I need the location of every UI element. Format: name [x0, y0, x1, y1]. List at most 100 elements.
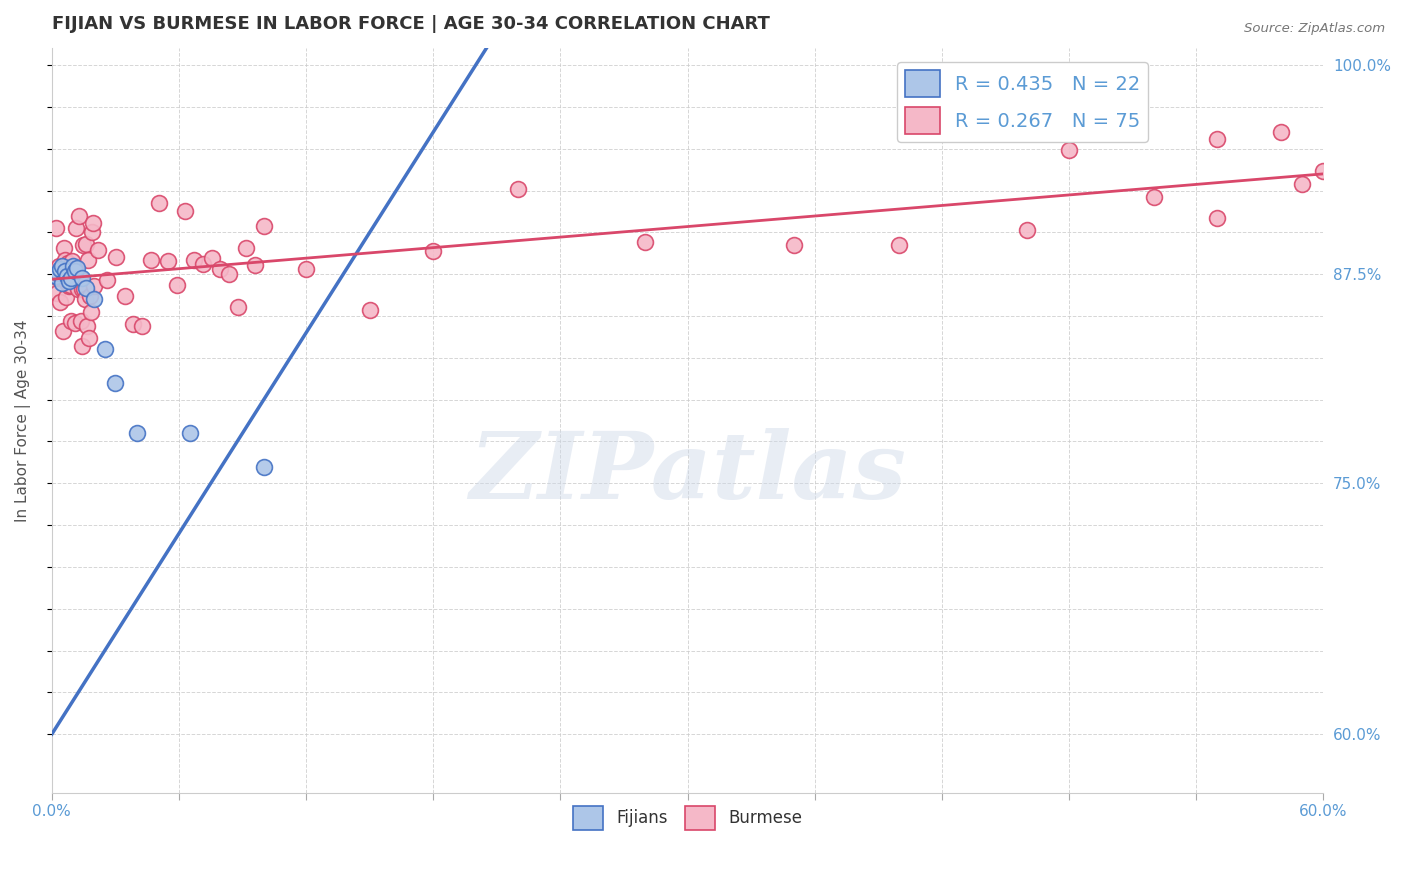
Point [191, 257, 214, 271]
Point [1143, 190, 1166, 204]
Point [422, 244, 444, 258]
Point [58, 274, 80, 288]
Point [1206, 211, 1229, 226]
Point [69, 313, 91, 327]
Point [82, 225, 104, 239]
Point [72, 238, 94, 252]
Point [782, 237, 804, 252]
Point [243, 258, 266, 272]
Point [76, 318, 98, 333]
Point [66, 260, 89, 275]
Point [51, 276, 73, 290]
Point [157, 254, 180, 268]
Point [59, 278, 82, 293]
Point [70, 270, 93, 285]
Point [53, 264, 76, 278]
Point [56, 256, 79, 270]
Point [83, 293, 105, 307]
Point [46, 270, 69, 285]
Point [1015, 223, 1038, 237]
Point [65, 266, 87, 280]
Point [634, 235, 657, 249]
Point [45, 268, 67, 283]
Point [83, 278, 105, 293]
Legend: Fijians, Burmese: Fijians, Burmese [567, 799, 808, 837]
Point [1291, 177, 1313, 191]
Text: ZIPatlas: ZIPatlas [470, 427, 905, 517]
Point [49, 295, 72, 310]
Point [75, 292, 97, 306]
Point [52, 324, 75, 338]
Point [82, 216, 104, 230]
Point [94, 343, 117, 357]
Point [87, 243, 110, 257]
Point [139, 252, 162, 267]
Point [125, 426, 148, 441]
Text: Source: ZipAtlas.com: Source: ZipAtlas.com [1244, 22, 1385, 36]
Point [253, 219, 276, 233]
Point [209, 262, 232, 277]
Point [66, 282, 89, 296]
Point [49, 262, 72, 277]
Point [79, 289, 101, 303]
Point [52, 241, 75, 255]
Point [1206, 132, 1229, 146]
Point [253, 459, 276, 474]
Point [51, 259, 73, 273]
Point [53, 253, 76, 268]
Point [114, 289, 136, 303]
Point [226, 300, 249, 314]
Point [58, 278, 80, 293]
Point [183, 253, 205, 268]
Point [1270, 125, 1292, 139]
Point [72, 338, 94, 352]
Point [45, 221, 67, 235]
Point [1312, 163, 1334, 178]
Point [63, 316, 86, 330]
Point [122, 317, 145, 331]
Point [218, 267, 240, 281]
Point [80, 305, 103, 319]
Point [179, 426, 201, 441]
Point [62, 259, 84, 273]
Point [73, 282, 96, 296]
Point [75, 280, 97, 294]
Point [55, 290, 77, 304]
Point [77, 253, 100, 268]
Point [59, 270, 82, 285]
Point [506, 182, 529, 196]
Point [63, 264, 86, 278]
Point [359, 303, 381, 318]
Point [96, 273, 118, 287]
Point [235, 241, 257, 255]
Point [46, 266, 69, 280]
Point [1057, 143, 1080, 157]
Point [104, 250, 127, 264]
Text: FIJIAN VS BURMESE IN LABOR FORCE | AGE 30-34 CORRELATION CHART: FIJIAN VS BURMESE IN LABOR FORCE | AGE 3… [52, 15, 769, 33]
Point [59, 314, 82, 328]
Point [79, 331, 101, 345]
Point [65, 220, 87, 235]
Point [60, 253, 83, 268]
Point [131, 319, 153, 334]
Point [55, 268, 77, 283]
Point [889, 238, 911, 252]
Point [166, 277, 188, 292]
Point [48, 260, 70, 274]
Point [148, 195, 170, 210]
Point [69, 271, 91, 285]
Y-axis label: In Labor Force | Age 30-34: In Labor Force | Age 30-34 [15, 319, 31, 522]
Point [75, 237, 97, 252]
Point [200, 252, 222, 266]
Point [174, 203, 197, 218]
Point [70, 282, 93, 296]
Point [56, 276, 79, 290]
Point [62, 262, 84, 277]
Point [104, 376, 127, 390]
Point [51, 271, 73, 285]
Point [62, 267, 84, 281]
Point [295, 262, 318, 277]
Point [49, 271, 72, 285]
Point [67, 209, 90, 223]
Point [46, 285, 69, 300]
